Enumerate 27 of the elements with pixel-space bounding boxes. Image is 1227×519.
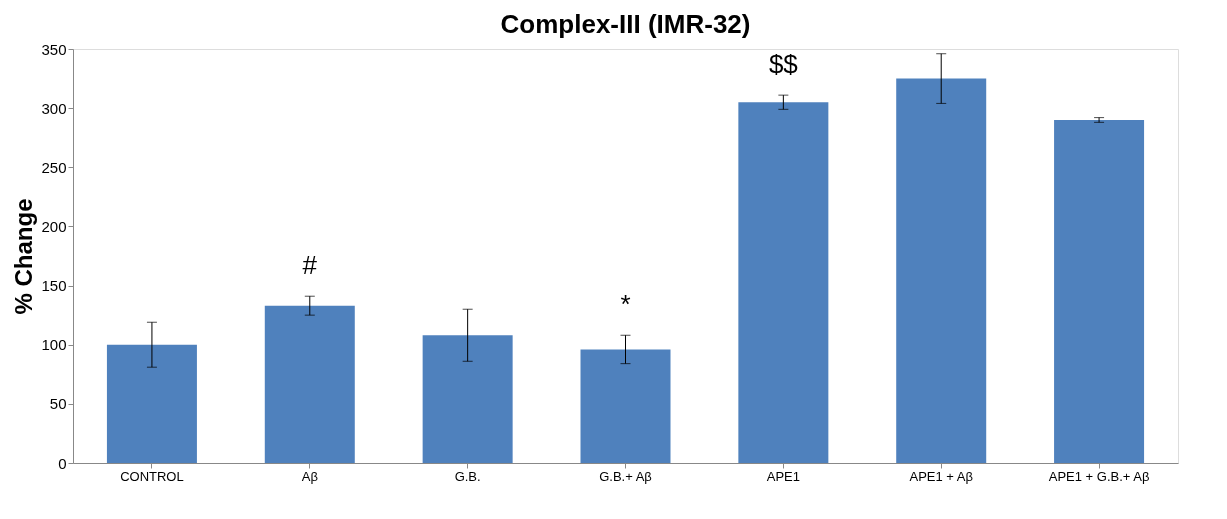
x-tick-label: APE1 + Aβ <box>909 468 973 484</box>
y-tick-label: 350 <box>41 40 67 58</box>
bar <box>106 344 197 463</box>
x-tick-label: APE1 + G.B.+ Aβ <box>1048 468 1150 484</box>
bar <box>738 102 829 463</box>
x-tick-label: G.B. <box>454 468 481 484</box>
bar <box>264 305 355 463</box>
y-tick-label: 50 <box>49 395 67 413</box>
chart-title: Complex-III (IMR-32) <box>500 9 751 39</box>
bar <box>896 78 987 463</box>
x-tick-label: G.B.+ Aβ <box>599 468 652 484</box>
y-tick-label: 250 <box>41 158 67 176</box>
x-tick-label: CONTROL <box>120 468 184 484</box>
annotation: * <box>620 289 631 320</box>
bar <box>422 335 513 463</box>
y-tick-label: 150 <box>41 277 67 295</box>
bar <box>580 349 671 463</box>
annotation: $$ <box>768 49 799 80</box>
y-tick-label: 100 <box>41 336 67 354</box>
y-tick-label: 200 <box>41 217 67 235</box>
x-tick-label: Aβ <box>301 468 318 484</box>
y-axis-title: % Change <box>10 198 38 315</box>
bar <box>1054 119 1145 463</box>
x-tick-label: APE1 <box>766 468 800 484</box>
y-tick-label: 300 <box>41 99 67 117</box>
y-tick-label: 0 <box>58 454 67 472</box>
annotation: # <box>302 250 318 281</box>
